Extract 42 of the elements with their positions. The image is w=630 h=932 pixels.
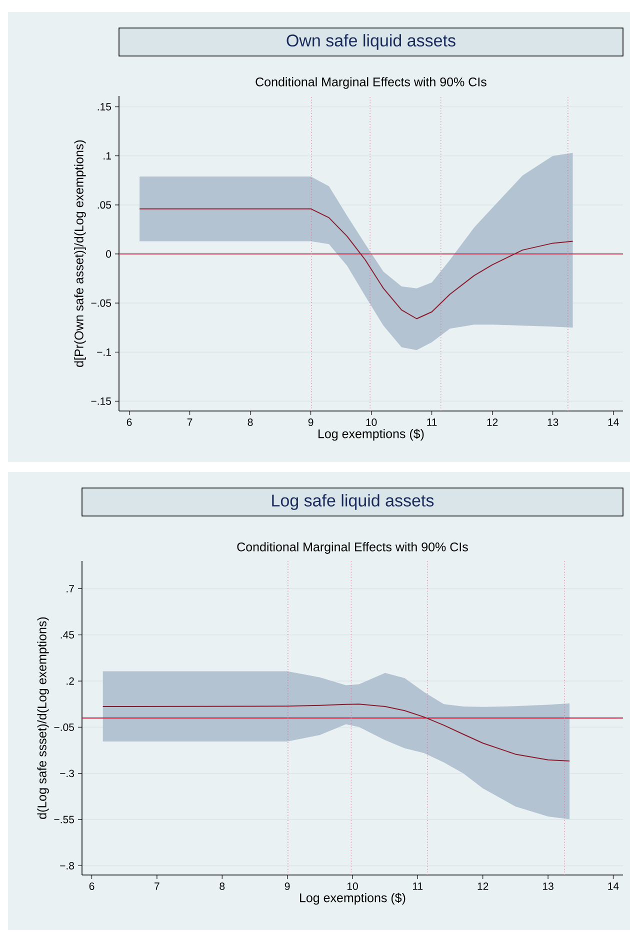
x-tick-label: 8 [220, 882, 225, 890]
y-axis-title: d(Log safe ssset)/d(Log exemptions) [37, 617, 49, 819]
y-tick-label: −.15 [91, 398, 112, 405]
x-tick-label: 8 [248, 418, 253, 426]
x-tick-label: 14 [608, 418, 619, 426]
line-series [139, 208, 574, 320]
line-series [102, 704, 570, 762]
y-tick-label: −.1 [97, 348, 111, 356]
chart-title: Own safe liquid assets [286, 34, 456, 50]
x-tick-label: 11 [413, 882, 423, 890]
y-tick-label: −.55 [54, 816, 74, 824]
y-tick-label: −.8 [60, 862, 74, 870]
y-tick-label: 0 [106, 250, 112, 258]
y-tick-label: −.05 [54, 724, 74, 731]
x-tick-label: 7 [154, 882, 160, 890]
x-tick-label: 7 [187, 418, 192, 426]
x-tick-label: 9 [284, 882, 290, 890]
y-axis-title: d[Pr(Own safe asset)]/d(Log exemptions) [74, 140, 86, 367]
y-tick-label: .1 [104, 152, 111, 160]
y-tick-label: −.05 [91, 299, 112, 307]
chart-title: Log safe liquid assets [272, 494, 434, 510]
x-tick-label: 10 [366, 418, 377, 426]
x-tick-label: 11 [427, 418, 437, 426]
x-tick-label: 9 [308, 418, 314, 426]
y-tick-label: .05 [98, 201, 112, 209]
x-axis-title: Log exemptions ($) [300, 892, 406, 905]
y-tick-label: .2 [66, 677, 74, 685]
x-tick-label: 6 [89, 882, 94, 890]
x-tick-label: 6 [126, 418, 132, 426]
y-tick-label: .15 [98, 103, 112, 110]
x-tick-label: 12 [478, 882, 488, 890]
x-tick-label: 10 [347, 882, 358, 890]
y-tick-label: .45 [60, 631, 74, 639]
x-axis-title: Log exemptions ($) [318, 428, 424, 441]
chart-subtitle: Conditional Marginal Effects with 90% CIs [237, 542, 468, 554]
x-tick-label: 14 [608, 882, 619, 890]
x-tick-label: 12 [487, 418, 498, 426]
x-tick-label: 13 [548, 418, 558, 426]
y-tick-label: −.3 [60, 770, 74, 778]
chart-subtitle: Conditional Marginal Effects with 90% CIs [256, 77, 486, 89]
y-tick-label: .7 [66, 585, 74, 592]
x-tick-label: 13 [542, 882, 554, 890]
